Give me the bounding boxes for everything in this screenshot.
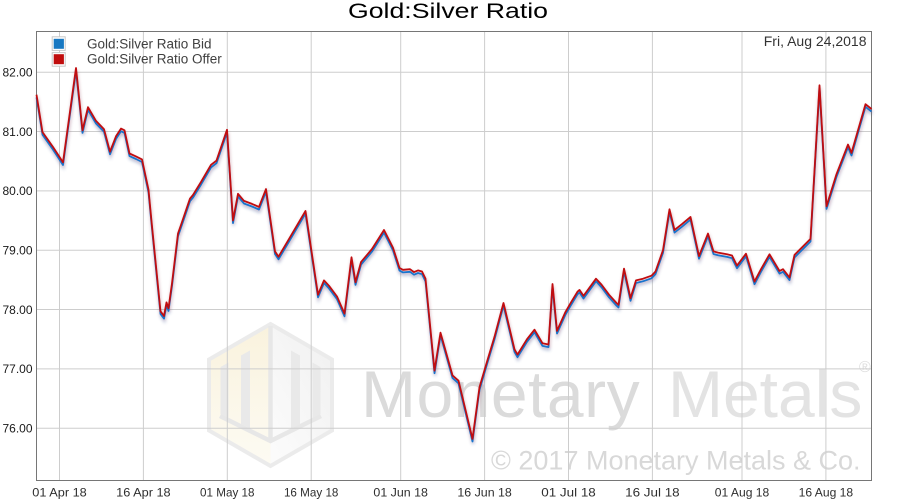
svg-text:81.00: 81.00	[3, 125, 33, 139]
svg-text:Gold:Silver Ratio: Gold:Silver Ratio	[348, 0, 548, 23]
svg-text:16 May 18: 16 May 18	[284, 486, 339, 500]
svg-text:82.00: 82.00	[3, 66, 33, 80]
svg-text:16 Aug 18: 16 Aug 18	[799, 486, 854, 500]
svg-text:Gold:Silver Ratio Bid: Gold:Silver Ratio Bid	[87, 37, 212, 52]
svg-text:01 Aug 18: 01 Aug 18	[715, 486, 770, 500]
svg-text:01 Jun 18: 01 Jun 18	[373, 486, 428, 500]
svg-text:Fri, Aug 24,2018: Fri, Aug 24,2018	[764, 33, 867, 49]
svg-text:78.00: 78.00	[3, 303, 33, 317]
svg-text:Metals: Metals	[668, 357, 862, 431]
svg-text:Gold:Silver Ratio Offer: Gold:Silver Ratio Offer	[87, 51, 222, 66]
svg-text:01 May 18: 01 May 18	[200, 486, 255, 500]
svg-text:76.00: 76.00	[3, 422, 33, 436]
svg-text:79.00: 79.00	[3, 244, 33, 258]
svg-text:16 Jun 18: 16 Jun 18	[457, 486, 512, 500]
svg-text:01 Jul 18: 01 Jul 18	[541, 486, 596, 500]
svg-text:80.00: 80.00	[3, 184, 33, 198]
svg-text:16 Jul 18: 16 Jul 18	[625, 486, 680, 500]
svg-text:01 Apr 18: 01 Apr 18	[32, 486, 87, 500]
svg-text:77.00: 77.00	[3, 362, 33, 376]
svg-text:© 2017 Monetary Metals & Co.: © 2017 Monetary Metals & Co.	[491, 446, 861, 476]
svg-text:Monetary: Monetary	[361, 357, 640, 431]
svg-text:16 Apr 18: 16 Apr 18	[116, 486, 171, 500]
svg-text:®: ®	[859, 359, 871, 376]
